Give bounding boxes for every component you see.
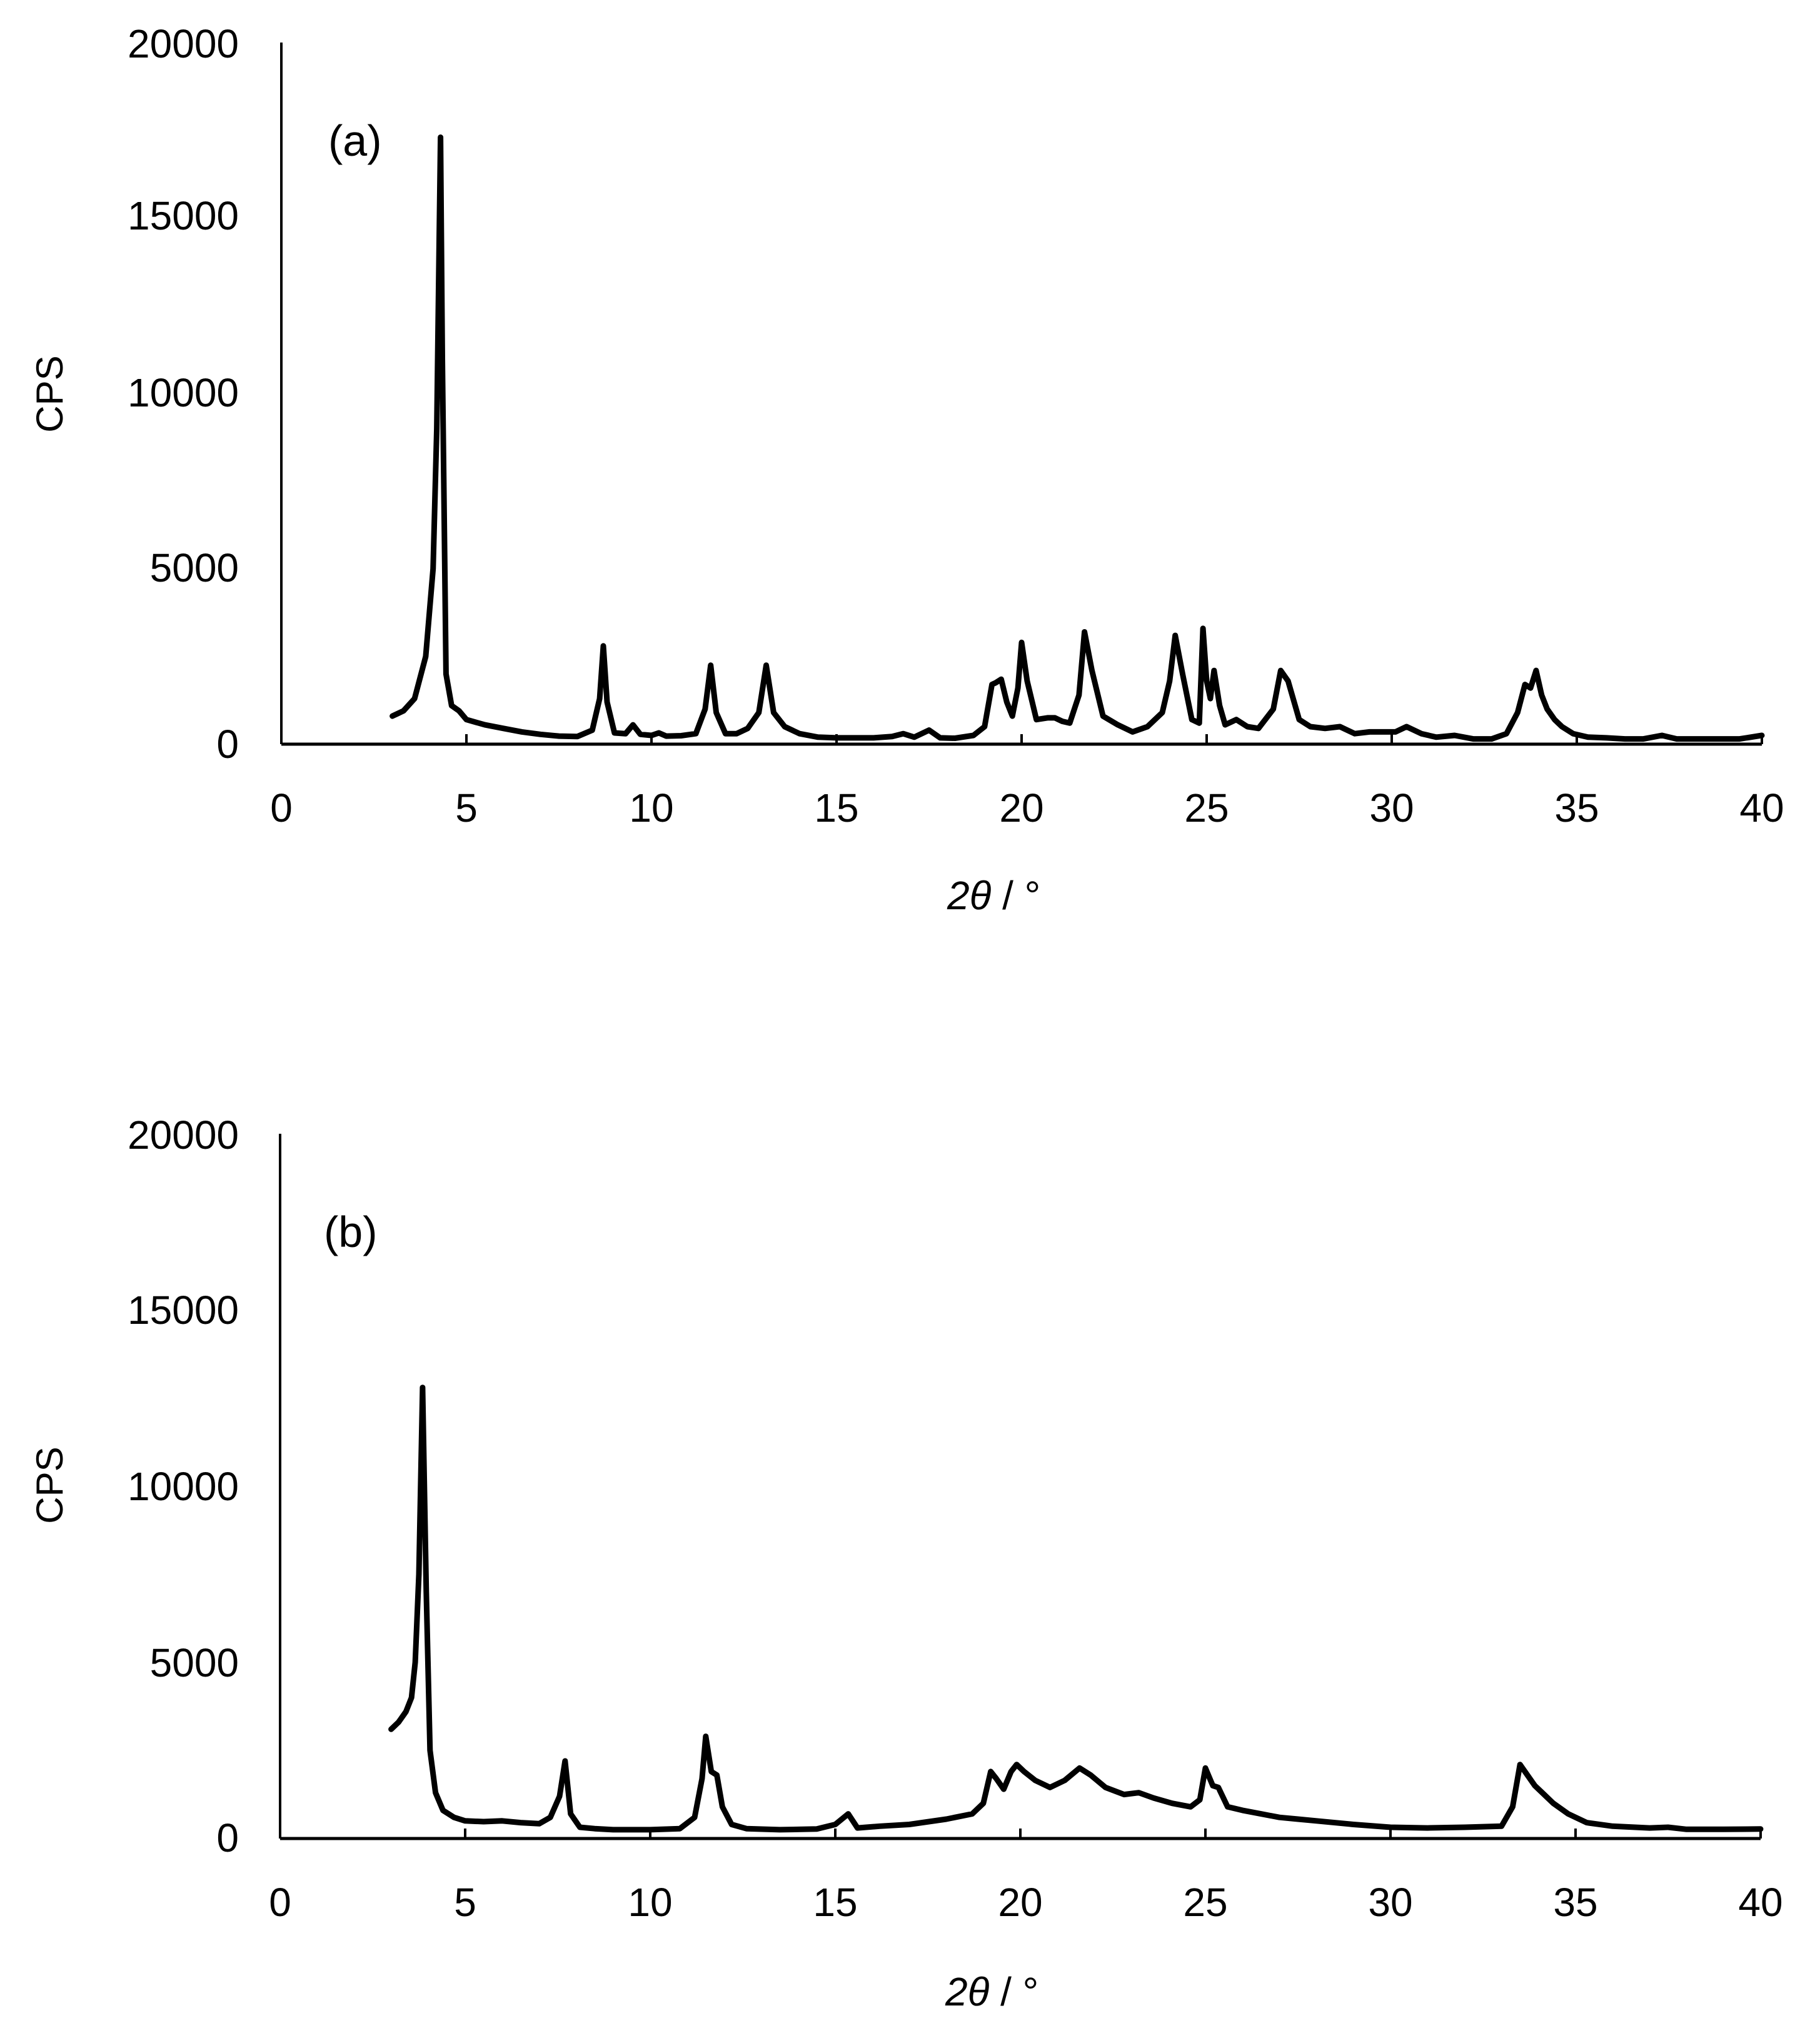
y-tick-label: 5000 [149,1640,239,1685]
x-axis-label-b: 2θ / ° [945,1972,1038,2012]
x-axis-label-unit: / ° [991,873,1041,918]
x-tick-label: 40 [1739,785,1784,830]
x-tick-label: 20 [999,785,1044,830]
plot-area-a [280,43,1765,746]
x-tick-label: 0 [269,1880,291,1925]
x-axis-label-theta: θ [967,1969,990,2014]
panel-label-a: (a) [328,116,382,165]
x-axis-label-unit: / ° [989,1969,1039,2014]
data-series-line [390,134,1765,742]
x-tick-label: 35 [1554,785,1599,830]
x-tick-label: 15 [813,1880,858,1925]
y-tick-label: 15000 [128,1288,239,1333]
y-tick-label: 10000 [128,370,239,415]
x-tick-label: 25 [1184,785,1229,830]
x-tick-label: 15 [814,785,859,830]
y-tick-label: 15000 [128,193,239,238]
x-tick-label: 35 [1553,1880,1598,1925]
y-tick-label: 10000 [128,1464,239,1509]
x-tick-label: 30 [1369,785,1414,830]
x-tick-label: 40 [1738,1880,1783,1925]
x-axis-label-theta: θ [969,873,992,918]
x-tick-label: 10 [628,1880,673,1925]
x-axis-label-a: 2θ / ° [947,875,1040,916]
x-tick-label: 10 [629,785,674,830]
x-tick-label: 30 [1368,1880,1413,1925]
x-tick-label: 5 [454,1880,476,1925]
chart-panel-b: (b) CPS 20000 15000 10000 5000 0 0 5 10 … [0,1091,1820,2028]
y-tick-label: 0 [216,1815,239,1860]
x-tick-label: 25 [1183,1880,1228,1925]
panel-label-b: (b) [324,1208,378,1256]
plot-area-b [279,1134,1764,1840]
x-tick-label: 20 [998,1880,1043,1925]
y-tick-label: 5000 [149,545,239,590]
y-tick-label: 0 [216,722,239,767]
y-tick-label: 20000 [128,21,239,66]
data-series-line [388,1385,1764,1833]
x-axis-label-two: 2 [947,873,970,918]
x-tick-label: 0 [270,785,293,830]
y-tick-label: 20000 [128,1112,239,1158]
x-axis-label-two: 2 [945,1969,968,2014]
chart-panel-a: (a) CPS 20000 15000 10000 5000 0 0 5 10 … [0,0,1820,938]
x-tick-label: 5 [455,785,478,830]
